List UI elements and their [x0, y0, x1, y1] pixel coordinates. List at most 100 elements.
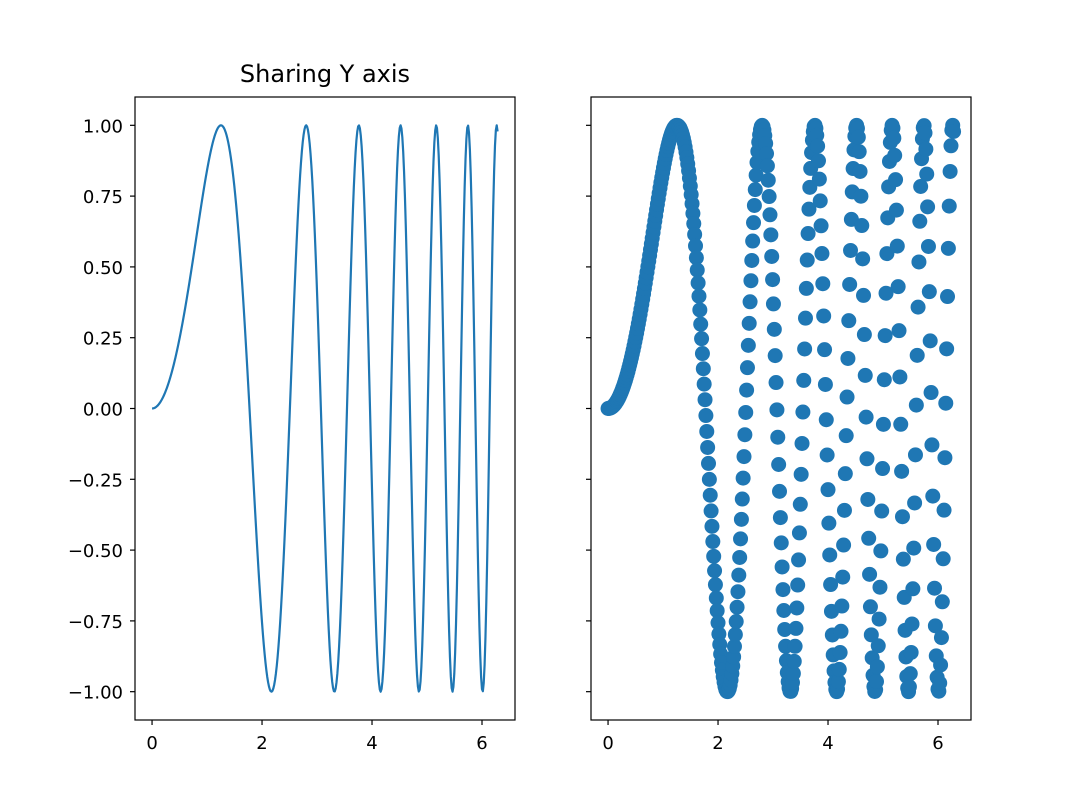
- series-line: [151, 124, 499, 693]
- scatter-point: [854, 218, 870, 234]
- scatter-point: [862, 599, 878, 615]
- scatter-point: [697, 392, 713, 408]
- scatter-point: [737, 427, 753, 443]
- scatter-point: [935, 551, 951, 567]
- scatter-point: [891, 323, 907, 339]
- scatter-point: [906, 540, 922, 556]
- scatter-point: [698, 408, 714, 424]
- scatter-point: [772, 483, 788, 499]
- scatter-point: [832, 645, 848, 661]
- scatter-point: [936, 502, 952, 518]
- scatter-point: [889, 238, 905, 254]
- x-tick-label: 0: [602, 733, 613, 754]
- scatter-point: [895, 551, 911, 567]
- right-subplot: 0 2 4 6: [586, 96, 972, 754]
- scatter-point: [797, 341, 813, 357]
- scatter-point: [888, 172, 904, 188]
- scatter-point: [745, 233, 761, 249]
- scatter-point: [690, 275, 706, 291]
- scatter-point: [735, 470, 751, 486]
- scatter-point: [733, 511, 749, 527]
- scatter-point: [874, 503, 890, 519]
- scatter-point: [705, 534, 721, 550]
- scatter-point: [770, 429, 786, 445]
- scatter-point: [926, 536, 942, 552]
- scatter-point: [701, 455, 716, 471]
- scatter-point: [842, 276, 858, 292]
- scatter-point: [761, 189, 777, 205]
- line-series: [151, 124, 499, 693]
- scatter-point: [823, 577, 839, 593]
- scatter-point: [919, 166, 935, 182]
- y-tick-label: −0.25: [68, 470, 123, 491]
- scatter-point: [732, 549, 748, 565]
- scatter-point: [768, 375, 784, 391]
- scatter-point: [736, 449, 752, 465]
- scatter-point: [833, 623, 849, 639]
- scatter-point: [791, 525, 807, 541]
- scatter-point: [810, 153, 826, 169]
- scatter-point: [787, 638, 803, 654]
- scatter-point: [748, 167, 764, 183]
- scatter-point: [831, 661, 847, 677]
- scatter-point: [843, 242, 859, 258]
- scatter-point: [856, 287, 872, 303]
- scatter-point: [809, 127, 825, 143]
- scatter-point: [908, 397, 924, 413]
- scatter-point: [819, 447, 835, 463]
- scatter-point: [837, 466, 853, 482]
- scatter-point: [859, 451, 875, 467]
- x-tick-label: 6: [476, 733, 487, 754]
- scatter-point: [871, 611, 887, 627]
- scatter-point: [927, 618, 943, 634]
- scatter-point: [800, 226, 816, 242]
- scatter-point: [911, 254, 927, 270]
- scatter-point: [813, 218, 829, 234]
- scatter-point: [801, 201, 817, 217]
- scatter-point: [870, 638, 886, 654]
- scatter-point: [918, 141, 934, 157]
- scatter-point: [692, 302, 708, 318]
- x-axis-ticks: 0 2 4 6: [146, 720, 488, 754]
- y-tick-label: 0.25: [83, 329, 123, 350]
- scatter-point: [903, 644, 919, 660]
- scatter-point: [734, 491, 750, 507]
- scatter-point: [941, 198, 957, 214]
- scatter-point: [873, 543, 889, 559]
- scatter-point: [904, 616, 920, 632]
- scatter-point: [917, 125, 933, 141]
- scatter-point: [893, 416, 909, 432]
- scatter-point: [905, 581, 921, 597]
- scatter-point: [708, 590, 724, 606]
- scatter-point: [860, 491, 876, 507]
- x-tick-label: 4: [822, 733, 833, 754]
- scatter-point: [791, 552, 807, 568]
- scatter-point: [707, 577, 723, 593]
- scatter-point: [811, 171, 827, 187]
- scatter-point: [792, 496, 808, 512]
- scatter-point: [921, 284, 937, 300]
- scatter-point: [793, 466, 809, 482]
- scatter-point: [688, 238, 704, 254]
- scatter-point: [765, 272, 781, 288]
- scatter-point: [727, 627, 743, 643]
- scatter-point: [790, 577, 806, 593]
- scatter-point: [913, 179, 929, 194]
- scatter-point: [851, 144, 867, 160]
- scatter-point: [894, 463, 910, 479]
- scatter-point: [852, 163, 868, 179]
- plot-frame: [590, 96, 972, 721]
- scatter-point: [858, 409, 874, 425]
- scatter-point: [759, 158, 775, 174]
- scatter-point: [687, 226, 703, 242]
- y-axis-ticks: −1.00 −0.75 −0.50 −0.25 0.00 0.25 0.50 0.75 1.00: [68, 116, 135, 704]
- x-tick-label: 2: [256, 733, 267, 754]
- scatter-point: [771, 457, 787, 472]
- scatter-point: [769, 402, 785, 418]
- scatter-point: [741, 315, 757, 331]
- scatter-point: [940, 289, 956, 305]
- y-tick-label: 0.50: [83, 258, 123, 279]
- scatter-point: [838, 428, 854, 444]
- scatter-point: [869, 659, 885, 675]
- scatter-point: [729, 599, 745, 615]
